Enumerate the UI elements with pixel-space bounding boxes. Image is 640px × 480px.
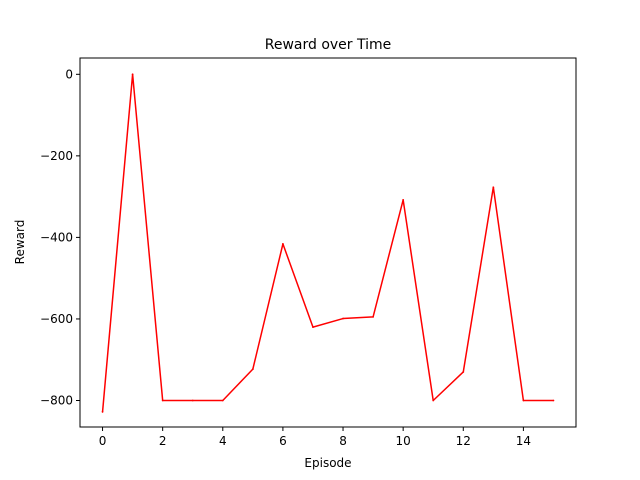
data-point	[432, 399, 435, 402]
y-tick-label: −200	[40, 149, 73, 163]
data-point	[282, 243, 284, 245]
x-tick-label: 6	[279, 434, 287, 448]
x-axis-ticks: 0 2 4 6 8 10 12 14	[99, 427, 531, 448]
y-tick-label: −600	[40, 312, 73, 326]
x-tick-label: 2	[159, 434, 167, 448]
data-point	[191, 399, 194, 402]
data-point	[312, 326, 314, 329]
data-point	[462, 371, 465, 373]
x-tick-label: 0	[99, 434, 107, 448]
x-tick-label: 4	[219, 434, 227, 448]
data-point	[552, 399, 555, 402]
chart-title: Reward over Time	[265, 37, 392, 53]
data-point	[101, 411, 104, 413]
data-point	[402, 198, 405, 201]
data-point	[251, 368, 254, 371]
series-layer	[101, 73, 555, 413]
x-tick-label: 8	[339, 434, 347, 448]
data-point	[342, 317, 344, 320]
x-tick-label: 14	[516, 434, 531, 448]
data-point	[522, 399, 525, 402]
series-line-0	[101, 73, 554, 412]
y-axis-label: Reward	[13, 220, 27, 265]
x-tick-label: 10	[396, 434, 411, 448]
y-axis-ticks: 0 −200 −400 −600 −800	[40, 67, 80, 407]
y-tick-label: 0	[65, 67, 73, 81]
y-tick-label: −400	[40, 230, 73, 244]
plot-area-frame	[79, 57, 577, 428]
data-point	[372, 316, 374, 318]
data-point	[131, 73, 134, 76]
x-tick-label: 12	[456, 434, 471, 448]
x-axis-label: Episode	[304, 456, 351, 470]
y-tick-label: −800	[40, 393, 73, 407]
data-point	[492, 186, 495, 189]
data-point	[221, 399, 224, 402]
data-point	[161, 399, 164, 402]
